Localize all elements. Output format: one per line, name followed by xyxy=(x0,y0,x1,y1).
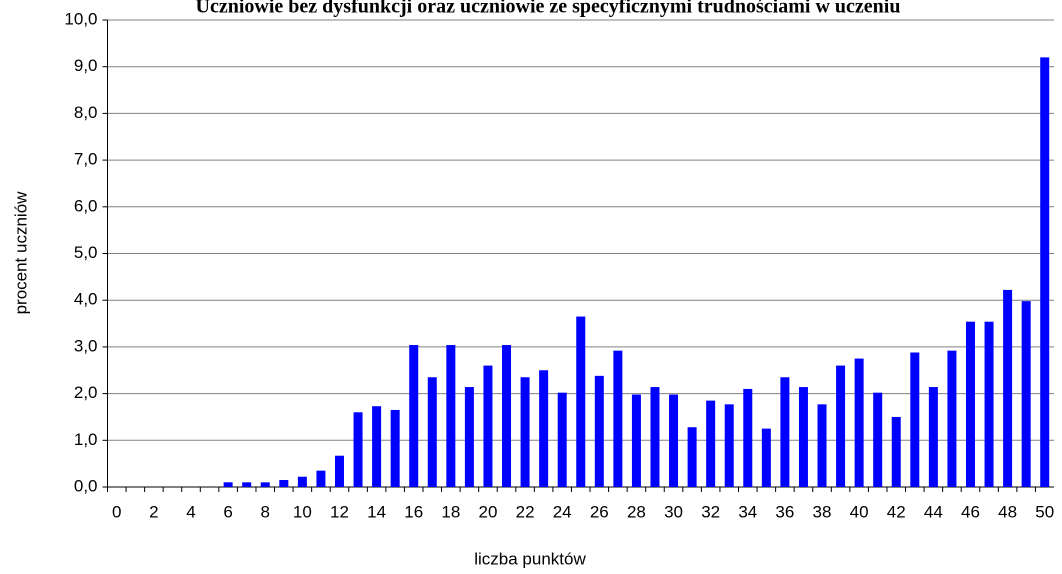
bar xyxy=(1021,301,1031,487)
x-tick-label: 30 xyxy=(664,502,683,521)
y-tick-label: 3,0 xyxy=(74,336,98,355)
y-tick-label: 4,0 xyxy=(74,290,98,309)
x-tick-label: 28 xyxy=(627,502,646,521)
bar xyxy=(279,479,289,487)
x-tick-label: 24 xyxy=(553,502,572,521)
bar xyxy=(854,358,864,487)
bar xyxy=(427,377,437,487)
bar xyxy=(984,321,994,487)
y-tick-label: 5,0 xyxy=(74,243,98,262)
x-tick-label: 40 xyxy=(850,502,869,521)
bar xyxy=(687,427,697,487)
bar xyxy=(390,409,400,487)
x-tick-label: 6 xyxy=(223,502,232,521)
x-tick-label: 38 xyxy=(813,502,832,521)
bar xyxy=(817,404,827,487)
x-tick-label: 20 xyxy=(478,502,497,521)
bar xyxy=(557,392,567,487)
bar xyxy=(502,345,512,487)
y-tick-label: 10,0 xyxy=(64,9,97,28)
x-tick-label: 42 xyxy=(887,502,906,521)
y-tick-label: 2,0 xyxy=(74,383,98,402)
bar xyxy=(631,394,641,487)
y-tick-label: 0,0 xyxy=(74,476,98,495)
bar xyxy=(873,392,883,487)
y-tick-label: 9,0 xyxy=(74,56,98,75)
x-tick-label: 46 xyxy=(961,502,980,521)
bar xyxy=(242,482,252,487)
bar xyxy=(798,387,808,487)
bar xyxy=(576,316,586,487)
bar xyxy=(539,370,549,487)
bar xyxy=(372,406,382,487)
bar xyxy=(928,387,938,487)
bar xyxy=(761,428,771,487)
x-tick-label: 14 xyxy=(367,502,386,521)
bar xyxy=(613,350,623,487)
x-tick-label: 32 xyxy=(701,502,720,521)
bar xyxy=(260,482,270,487)
y-tick-label: 7,0 xyxy=(74,150,98,169)
x-tick-label: 26 xyxy=(590,502,609,521)
x-tick-label: 44 xyxy=(924,502,943,521)
bar xyxy=(316,470,326,487)
y-tick-label: 1,0 xyxy=(74,430,98,449)
chart-title: Uczniowie bez dysfunkcji oraz uczniowie … xyxy=(196,0,901,18)
y-axis-label: procent uczniów xyxy=(11,191,30,315)
x-tick-label: 36 xyxy=(775,502,794,521)
bar xyxy=(947,350,957,487)
bar xyxy=(965,321,975,487)
bar xyxy=(743,388,753,487)
x-tick-label: 34 xyxy=(738,502,757,521)
y-tick-label: 6,0 xyxy=(74,196,98,215)
bar xyxy=(483,365,493,487)
bar xyxy=(706,400,716,487)
bar xyxy=(409,345,419,487)
x-tick-label: 22 xyxy=(516,502,535,521)
y-tick-label: 8,0 xyxy=(74,103,98,122)
x-axis-label: liczba punktów xyxy=(474,549,586,568)
bar xyxy=(780,377,790,487)
bar xyxy=(836,365,846,487)
bar xyxy=(650,387,660,487)
x-tick-label: 50 xyxy=(1035,502,1054,521)
bar xyxy=(724,404,734,487)
bar xyxy=(594,375,604,487)
x-tick-label: 18 xyxy=(441,502,460,521)
bar xyxy=(353,412,363,487)
x-tick-label: 48 xyxy=(998,502,1017,521)
bar xyxy=(464,387,474,487)
bar xyxy=(1040,57,1050,488)
bar xyxy=(446,345,456,487)
bar xyxy=(669,394,679,487)
bar xyxy=(223,482,233,487)
bar xyxy=(910,352,920,487)
x-tick-label: 2 xyxy=(149,502,158,521)
bar xyxy=(297,476,307,487)
bar xyxy=(891,416,901,487)
x-tick-label: 16 xyxy=(404,502,423,521)
x-tick-label: 10 xyxy=(293,502,312,521)
bar xyxy=(520,377,530,487)
bar xyxy=(334,455,344,487)
x-tick-label: 0 xyxy=(112,502,121,521)
bar xyxy=(1003,289,1013,487)
x-tick-label: 12 xyxy=(330,502,349,521)
x-tick-label: 4 xyxy=(186,502,195,521)
x-tick-label: 8 xyxy=(261,502,270,521)
